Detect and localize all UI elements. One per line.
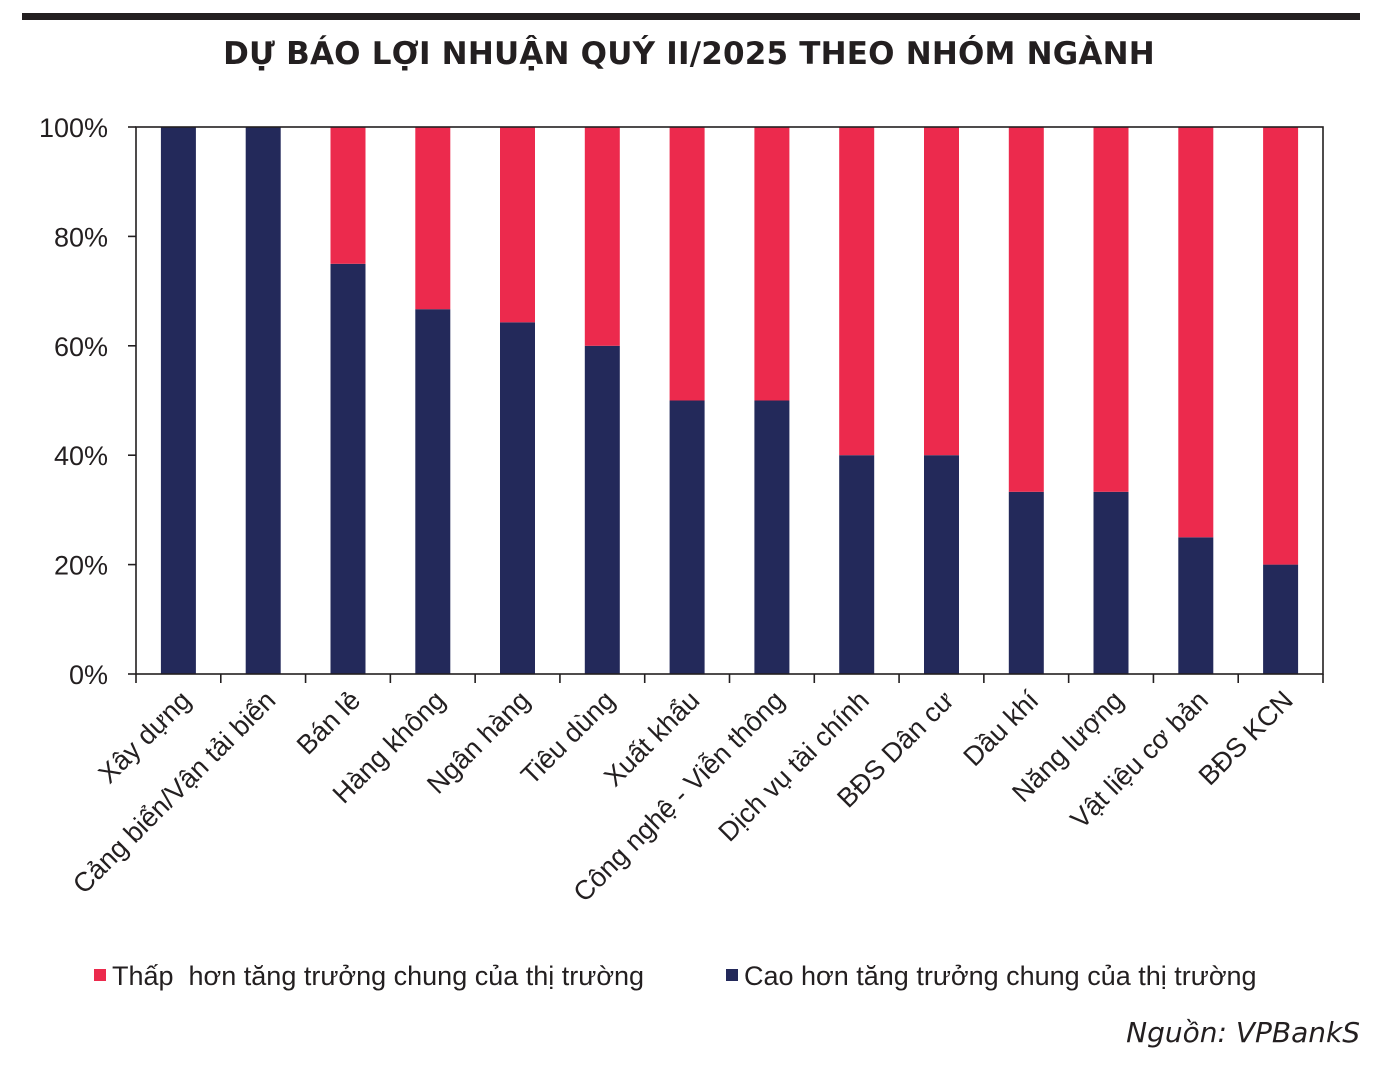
bar-segment-high xyxy=(839,455,875,674)
bar-segment-low xyxy=(924,127,959,456)
bar-segment-high xyxy=(330,263,366,675)
bar-segment-high xyxy=(754,400,790,674)
bar-segment-low xyxy=(1263,127,1299,565)
top-rule xyxy=(22,13,1360,20)
x-category-label: Dịch vụ tài chính xyxy=(713,685,875,847)
bar-segment-high xyxy=(1093,491,1129,674)
bar-segment-high xyxy=(669,400,705,674)
bar-segment-low xyxy=(839,127,875,456)
legend-group: Thấp hơn tăng trưởng chung của thị trườn… xyxy=(94,961,1257,991)
y-tick-label: 80% xyxy=(54,222,108,252)
bar-segment-high xyxy=(1178,537,1214,675)
bars-group xyxy=(160,127,1299,675)
y-tick-label: 60% xyxy=(54,332,108,362)
y-tick-label: 0% xyxy=(69,660,108,690)
bar-segment-low xyxy=(500,127,535,323)
bar-segment-low xyxy=(1008,127,1044,492)
bar-segment-low xyxy=(1178,127,1214,538)
bar-segment-high xyxy=(415,309,451,674)
bar-segment-low xyxy=(330,127,366,264)
bar-segment-low xyxy=(415,127,451,310)
y-tick-label: 100% xyxy=(39,113,108,143)
plot-frame xyxy=(135,126,1324,675)
x-category-label: Dầu khí xyxy=(957,685,1044,772)
y-tick-label: 40% xyxy=(54,441,108,471)
bar-segment-high xyxy=(924,455,959,674)
legend-label-low: Thấp hơn tăng trưởng chung của thị trườn… xyxy=(112,961,644,991)
legend-swatch-low xyxy=(94,969,106,981)
bar-segment-high xyxy=(245,127,281,674)
bar-segment-low xyxy=(584,127,620,346)
chart-title: DỰ BÁO LỢI NHUẬN QUÝ II/2025 THEO NHÓM N… xyxy=(223,36,1155,72)
bar-segment-low xyxy=(1093,127,1129,492)
legend-label-high: Cao hơn tăng trưởng chung của thị trường xyxy=(744,961,1257,991)
legend-swatch-high xyxy=(726,969,738,981)
bar-segment-high xyxy=(1263,564,1299,674)
bar-segment-high xyxy=(500,322,535,674)
y-tick-label: 20% xyxy=(54,551,108,581)
bar-segment-low xyxy=(754,127,790,401)
source-note: Nguồn: VPBankS xyxy=(1126,1016,1360,1049)
axes-group xyxy=(128,126,1324,683)
x-category-label: Bán lẻ xyxy=(291,685,366,760)
bar-segment-low xyxy=(669,127,705,401)
bar-segment-high xyxy=(1008,491,1044,674)
bar-segment-high xyxy=(584,345,620,674)
bar-segment-high xyxy=(160,127,196,674)
